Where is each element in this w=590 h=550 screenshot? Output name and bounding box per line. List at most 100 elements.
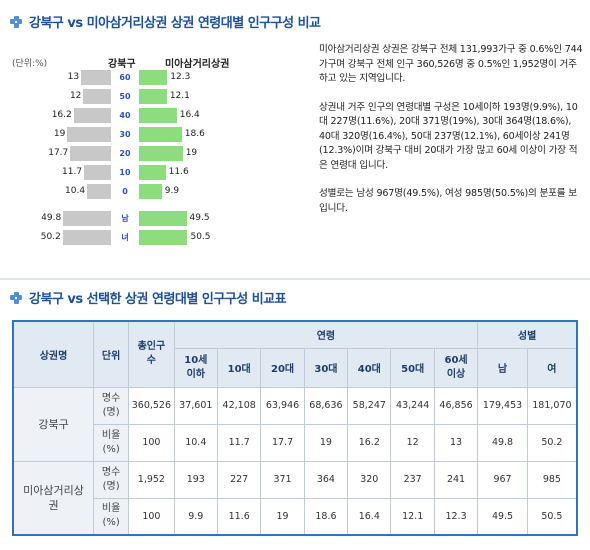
chart-bar-right	[139, 146, 183, 161]
cell-age: 16.2	[347, 423, 392, 462]
chart-bar-right	[139, 211, 187, 226]
description-paragraph: 미아삼거리상권 상권은 강북구 전체 131,993가구 중 0.6%인 744…	[319, 44, 583, 84]
chart-value-right: 49.5	[189, 212, 210, 223]
cell-age: 63,946	[260, 386, 305, 425]
cell-age: 12	[390, 423, 435, 462]
header-age-col: 10세이하	[173, 347, 218, 388]
header-age-col: 20대	[260, 347, 305, 388]
row-unit: 비율(%)	[93, 423, 130, 462]
cell-age: 320	[347, 460, 392, 499]
chart-bar-right	[139, 165, 166, 180]
cell-age: 237	[390, 460, 435, 499]
chart-value-right: 11.6	[168, 166, 189, 177]
chart-bar-left	[81, 70, 111, 85]
cell-age: 12.3	[433, 497, 479, 536]
chart-category-label: 남	[112, 213, 138, 224]
chart-bar-left	[67, 127, 111, 142]
chart-bar-left	[62, 230, 111, 245]
chart-value-right: 50.5	[190, 231, 211, 242]
cell-gender: 179,453	[477, 386, 528, 425]
chart-header-right: 미아삼거리상권	[165, 59, 230, 70]
header-age-col: 40대	[347, 347, 392, 388]
cell-age: 18.6	[303, 497, 349, 536]
chart-category-label: 60	[112, 72, 138, 83]
chart-bar-left	[70, 146, 111, 161]
row-name: 미아삼거리상권	[12, 460, 95, 536]
section-title-text: 강북구 vs 선택한 상권 연령대별 인구구성 비교표	[29, 292, 287, 307]
chart-value-left: 50.2	[40, 231, 61, 242]
diamond-bullet-icon	[10, 15, 22, 28]
header-gender-col: 여	[526, 347, 578, 388]
chart-value-left: 17.7	[48, 147, 69, 158]
chart-bar-right	[139, 230, 188, 245]
cell-age: 19	[260, 497, 305, 536]
table-row: 강북구 명수(명) 360,526 37,601 42,108 63,946 68,636 5…	[12, 386, 578, 462]
cell-total: 1,952	[128, 460, 175, 499]
chart-bar-left	[83, 89, 111, 104]
chart-bar-left	[87, 184, 111, 199]
chart-bar-left	[73, 108, 111, 123]
header-gender-col: 남	[477, 347, 528, 388]
comparison-table: 상권명 단위 총인구수 연령 성별 10세이하 10대 20대 30대 40대 …	[12, 320, 578, 536]
header-age-col: 50대	[390, 347, 435, 388]
header-name: 상권명	[12, 320, 95, 388]
header-age-col: 30대	[303, 347, 349, 388]
cell-gender: 181,070	[526, 386, 578, 425]
chart-value-right: 12.3	[170, 71, 191, 82]
description-paragraph: 성별로는 남성 967명(49.5%), 여성 985명(50.5%)의 분포를…	[319, 188, 577, 214]
section-divider	[0, 278, 590, 280]
chart-value-left: 12	[69, 90, 82, 101]
chart-value-left: 11.7	[62, 166, 83, 177]
cell-age: 46,856	[433, 386, 479, 425]
chart-category-label: 10	[112, 167, 138, 178]
chart-bar-right	[139, 127, 182, 142]
chart-value-left: 10.4	[65, 185, 86, 196]
cell-gender: 967	[477, 460, 528, 499]
table-row: 미아삼거리상권 명수(명) 1,952 193 227 371 364 320 237 241 96…	[12, 460, 578, 536]
row-unit: 명수(명)	[93, 386, 130, 425]
cell-age: 9.9	[173, 497, 218, 536]
cell-age: 241	[433, 460, 479, 499]
header-gender-group: 성별	[477, 320, 578, 349]
chart-value-left: 13	[67, 71, 80, 82]
chart-category-label: 녀	[112, 232, 138, 243]
chart-category-label: 20	[112, 148, 138, 159]
cell-age: 58,247	[347, 386, 392, 425]
section-title-table: 강북구 vs 선택한 상권 연령대별 인구구성 비교표	[10, 288, 287, 307]
chart-value-left: 16.2	[51, 109, 72, 120]
row-unit: 명수(명)	[93, 460, 130, 499]
chart-bar-right	[139, 89, 167, 104]
chart-header-left: 강북구	[108, 59, 136, 70]
cell-age: 10.4	[173, 423, 218, 462]
chart-bar-right	[139, 70, 168, 85]
row-name: 강북구	[12, 386, 95, 462]
chart-value-right: 9.9	[164, 185, 180, 196]
cell-total: 100	[128, 497, 175, 536]
header-age-col: 60세이상	[433, 347, 479, 388]
cell-age: 227	[216, 460, 262, 499]
cell-age: 42,108	[216, 386, 262, 425]
cell-age: 371	[260, 460, 305, 499]
section-title-text: 강북구 vs 미아삼거리상권 상권 연령대별 인구구성 비교	[29, 16, 321, 31]
chart-value-right: 18.6	[184, 128, 205, 139]
chart-bar-left	[63, 211, 111, 226]
header-unit: 단위	[93, 320, 130, 388]
cell-age: 11.7	[216, 423, 262, 462]
diamond-bullet-icon	[10, 291, 22, 304]
cell-gender: 985	[526, 460, 578, 499]
chart-category-label: 40	[112, 110, 138, 121]
chart-value-right: 16.4	[179, 109, 200, 120]
description-paragraph: 상권내 거주 인구의 연령대별 구성은 10세이하 193명(9.9%), 10…	[319, 101, 578, 171]
table-row: 비율(%) 100 10.4 11.7 17.7 19 16.2 12 13 49.8 50.2	[13, 423, 578, 462]
header-age-group: 연령	[173, 320, 479, 349]
age-population-pyramid-chart: (단위:%) 강북구 미아삼거리상권 60 13 12.3 50 12 12.1 40 16.…	[0, 40, 300, 275]
chart-bar-right	[139, 184, 162, 199]
cell-age: 193	[173, 460, 218, 499]
chart-bar-left	[84, 165, 111, 180]
cell-age: 11.6	[216, 497, 262, 536]
chart-category-label: 0	[112, 186, 138, 197]
chart-value-right: 19	[185, 147, 198, 158]
cell-total: 100	[128, 423, 175, 462]
chart-value-left: 19	[53, 128, 66, 139]
cell-gender: 50.2	[526, 423, 578, 462]
